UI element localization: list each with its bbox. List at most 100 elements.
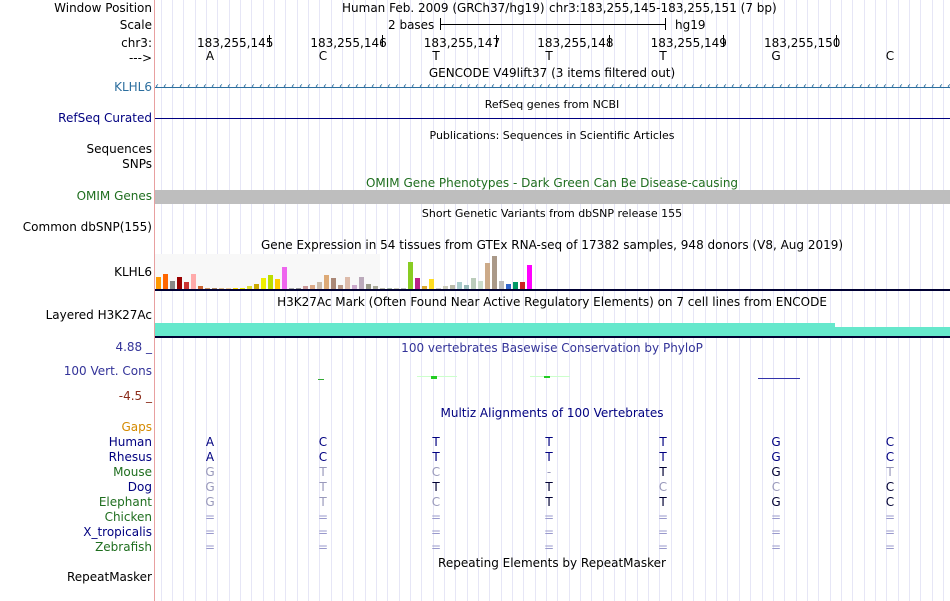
gtex-tissue-bar [268, 275, 273, 289]
gtex-title[interactable]: Gene Expression in 54 tissues from GTEx … [260, 238, 844, 252]
gtex-tissue-bar [471, 278, 476, 289]
alignment-base: T [432, 435, 440, 449]
h3k27ac-signal[interactable] [155, 323, 835, 336]
omim-feature-bar[interactable] [155, 190, 950, 204]
gtex-tissue-bar [324, 275, 329, 289]
gtex-tissue-bar [170, 281, 175, 289]
h3k27ac-baseline [155, 336, 950, 338]
strand-chevron-icon: ‹ [427, 81, 431, 92]
alignment-base: T [432, 480, 440, 494]
phylop-mark-2-shade [417, 376, 457, 377]
klhl6-transcript[interactable]: ‹ ‹ ‹ ‹ ‹ ‹ ‹ ‹ ‹ ‹ ‹ ‹ ‹ ‹ ‹ ‹ ‹ ‹ ‹ ‹ ‹ ‹ ‹ ‹ ‹ ‹ ‹ ‹ ‹ ‹ ‹ ‹ ‹ ‹ ‹ ‹ ‹ ‹ ‹ ‹… [155, 81, 950, 92]
gtex-tissue-bar [289, 288, 294, 289]
alignment-base: G [205, 480, 215, 494]
dbsnp-title[interactable]: Short Genetic Variants from dbSNP releas… [421, 207, 683, 220]
gtex-tissue-bar [282, 267, 287, 289]
strand-chevron-icon: ‹ [515, 81, 519, 92]
strand-chevron-icon: ‹ [843, 81, 847, 92]
track-area[interactable]: Human Feb. 2009 (GRCh37/hg19) chr3:183,2… [155, 0, 950, 601]
strand-chevron-icon: ‹ [667, 81, 671, 92]
alignment-base: T [886, 465, 894, 479]
coordinate-label: 183,255,150 [764, 36, 841, 50]
strand-chevron-icon: ‹ [611, 81, 615, 92]
alignment-base: = [317, 525, 329, 539]
scale-bar [440, 24, 665, 25]
phylop-mark-3 [544, 376, 550, 378]
gtex-tissue-bar [464, 285, 469, 289]
alignment-base: = [770, 510, 782, 524]
gaps-label: Gaps [121, 420, 152, 434]
refseq-title[interactable]: RefSeq genes from NCBI [484, 98, 620, 111]
gtex-tissue-bar [457, 282, 462, 289]
alignment-base: = [543, 540, 555, 554]
alignment-base: = [884, 525, 896, 539]
coordinate-label: 183,255,148 [537, 36, 614, 50]
refseq-transcript[interactable] [155, 118, 950, 119]
gtex-tissue-bar [373, 286, 378, 289]
omim-title[interactable]: OMIM Gene Phenotypes - Dark Green Can Be… [365, 176, 739, 190]
phylop-max-label: 4.88 _ [115, 340, 152, 354]
phylop-title[interactable]: 100 vertebrates Basewise Conservation by… [401, 341, 703, 355]
h3k27ac-title[interactable]: H3K27Ac Mark (Often Found Near Active Re… [277, 295, 827, 309]
reference-base: C [318, 49, 328, 63]
gtex-tissue-bar [394, 288, 399, 289]
strand-chevron-icon: ‹ [643, 81, 647, 92]
coordinate-tick [495, 35, 497, 47]
dbsnp-label[interactable]: Common dbSNP(155) [22, 220, 152, 234]
strand-chevron-icon: ‹ [731, 81, 735, 92]
gtex-tissue-bar [338, 285, 343, 289]
omim-label[interactable]: OMIM Genes [76, 189, 152, 203]
publications-title[interactable]: Publications: Sequences in Scientific Ar… [429, 129, 675, 142]
strand-chevron-icon: ‹ [571, 81, 575, 92]
gtex-tissue-bar [436, 288, 441, 289]
alignment-base: - [546, 465, 552, 479]
alignment-base: = [657, 525, 669, 539]
gtex-label[interactable]: KLHL6 [114, 265, 152, 279]
strand-chevron-icon: ‹ [755, 81, 759, 92]
refseq-label[interactable]: RefSeq Curated [58, 111, 152, 125]
phylop-mark-4 [758, 378, 800, 379]
h3k27ac-signal-tail[interactable] [835, 327, 950, 336]
h3k27ac-label[interactable]: Layered H3K27Ac [45, 308, 152, 322]
strand-chevron-icon: ‹ [363, 81, 367, 92]
coordinate-tick [722, 35, 724, 47]
gtex-bar-chart[interactable] [155, 250, 555, 290]
repeatmasker-label[interactable]: RepeatMasker [66, 570, 152, 584]
strand-chevron-icon: ‹ [619, 81, 623, 92]
phylop-mark-2 [431, 376, 437, 379]
alignment-base: T [659, 465, 667, 479]
gtex-tissue-bar [527, 265, 532, 289]
snps-label[interactable]: SNPs [122, 157, 152, 171]
alignment-base: = [770, 540, 782, 554]
repeatmasker-title[interactable]: Repeating Elements by RepeatMasker [438, 556, 666, 570]
alignment-base: T [659, 450, 667, 464]
strand-chevron-icon: ‹ [283, 81, 287, 92]
phylop-label[interactable]: 100 Vert. Cons [63, 364, 152, 378]
alignment-base: C [431, 465, 441, 479]
strand-chevron-icon: ‹ [307, 81, 311, 92]
gtex-tissue-bar [366, 284, 371, 289]
chrom-label: chr3: [121, 36, 152, 50]
alignment-base: = [657, 510, 669, 524]
strand-chevron-icon: ‹ [859, 81, 863, 92]
multiz-title[interactable]: Multiz Alignments of 100 Vertebrates [440, 406, 664, 420]
gencode-title[interactable]: GENCODE V49lift37 (3 items filtered out) [428, 66, 676, 80]
strand-chevron-icon: ‹ [875, 81, 879, 92]
strand-chevron-icon: ‹ [851, 81, 855, 92]
sequences-label[interactable]: Sequences [86, 142, 152, 156]
alignment-base: C [771, 480, 781, 494]
alignment-base: T [319, 495, 327, 509]
strand-chevron-icon: ‹ [555, 81, 559, 92]
strand-chevron-icon: ‹ [899, 81, 903, 92]
gtex-tissue-bar [212, 288, 217, 289]
alignment-base: = [430, 510, 442, 524]
alignment-base: G [205, 465, 215, 479]
reference-base: T [545, 49, 553, 63]
gencode-gene-label[interactable]: KLHL6 [114, 80, 152, 94]
coordinate-tick [382, 35, 384, 47]
gtex-tissue-bar [303, 286, 308, 289]
strand-chevron-icon: ‹ [915, 81, 919, 92]
gtex-tissue-bar [422, 286, 427, 289]
strand-chevron-icon: ‹ [523, 81, 527, 92]
strand-chevron-icon: ‹ [691, 81, 695, 92]
